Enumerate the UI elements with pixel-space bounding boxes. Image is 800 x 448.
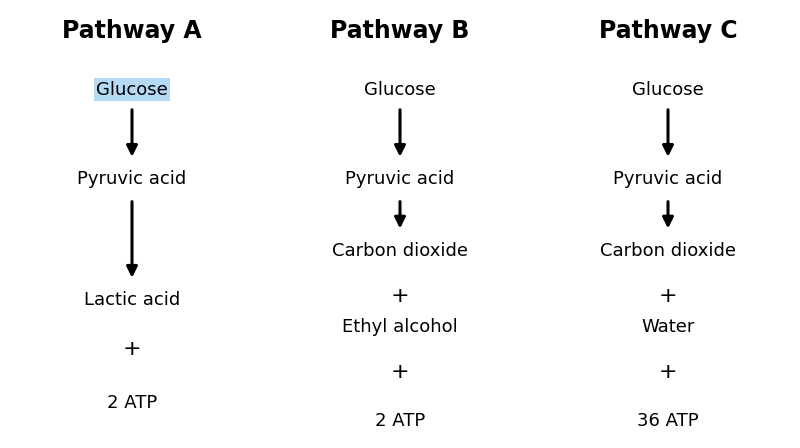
Text: Carbon dioxide: Carbon dioxide [600,242,736,260]
Text: Glucose: Glucose [96,81,168,99]
Text: Ethyl alcohol: Ethyl alcohol [342,318,458,336]
Text: Pyruvic acid: Pyruvic acid [346,170,454,188]
Text: +: + [390,286,410,306]
Text: Glucose: Glucose [364,81,436,99]
Text: Water: Water [642,318,694,336]
Text: 36 ATP: 36 ATP [637,412,699,430]
Text: Glucose: Glucose [632,81,704,99]
Text: Pathway B: Pathway B [330,19,470,43]
Text: Carbon dioxide: Carbon dioxide [332,242,468,260]
Text: +: + [658,286,678,306]
Text: Pyruvic acid: Pyruvic acid [614,170,722,188]
Text: Pyruvic acid: Pyruvic acid [78,170,186,188]
Text: +: + [658,362,678,382]
Text: Pathway C: Pathway C [598,19,738,43]
Text: 2 ATP: 2 ATP [375,412,425,430]
Text: Lactic acid: Lactic acid [84,291,180,309]
Text: +: + [122,340,142,359]
Text: +: + [390,362,410,382]
Text: Pathway A: Pathway A [62,19,202,43]
Text: 2 ATP: 2 ATP [107,394,157,412]
